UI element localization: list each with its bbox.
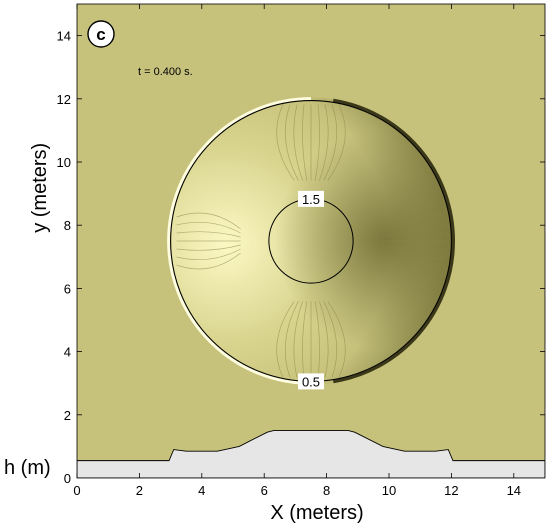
panel-badge: c [87,20,115,48]
contour-label-bg [298,190,324,207]
x-tick-label: 8 [323,483,330,498]
time-annotation: t = 0.400 s. [138,66,193,78]
plot-frame [76,3,546,479]
x-tick-label: 2 [136,483,143,498]
wave-front-dark [333,98,455,384]
y-tick-label: 8 [64,218,71,233]
contour-label-1.5: 1.5 [302,192,320,207]
x-tick-label: 4 [198,483,205,498]
y-tick-label: 14 [57,29,71,44]
h-axis-label: h (m) [4,457,51,479]
y-tick-label: 10 [57,155,71,170]
x-tick-label: 0 [73,483,80,498]
panel-label: c [96,25,105,44]
y-tick-label: 2 [64,408,71,423]
x-tick-label: 6 [261,483,268,498]
bed-profile [77,430,545,478]
h-axis-ticks: 0 [64,471,71,486]
x-axis-ticks: 0 2 4 6 8 10 12 14 [73,4,521,498]
contour-label-bg [298,373,324,390]
h-tick-label: 0 [64,471,71,486]
y-tick-label: 12 [57,92,71,107]
x-tick-label: 10 [382,483,396,498]
y-tick-label: 4 [64,345,71,360]
contour-lines: 1.5 0.5 [170,100,452,390]
x-tick-label: 12 [444,483,458,498]
x-axis-label: X (meters) [270,502,363,524]
y-axis-label: y (meters) [29,143,51,233]
y-axis-ticks: 2 4 6 8 10 12 14 [57,29,545,423]
wave-front-bright [167,97,312,385]
contour-label-0.5: 0.5 [302,374,320,389]
wave-ripples [176,104,446,378]
x-tick-label: 14 [507,483,521,498]
y-tick-label: 6 [64,281,71,296]
